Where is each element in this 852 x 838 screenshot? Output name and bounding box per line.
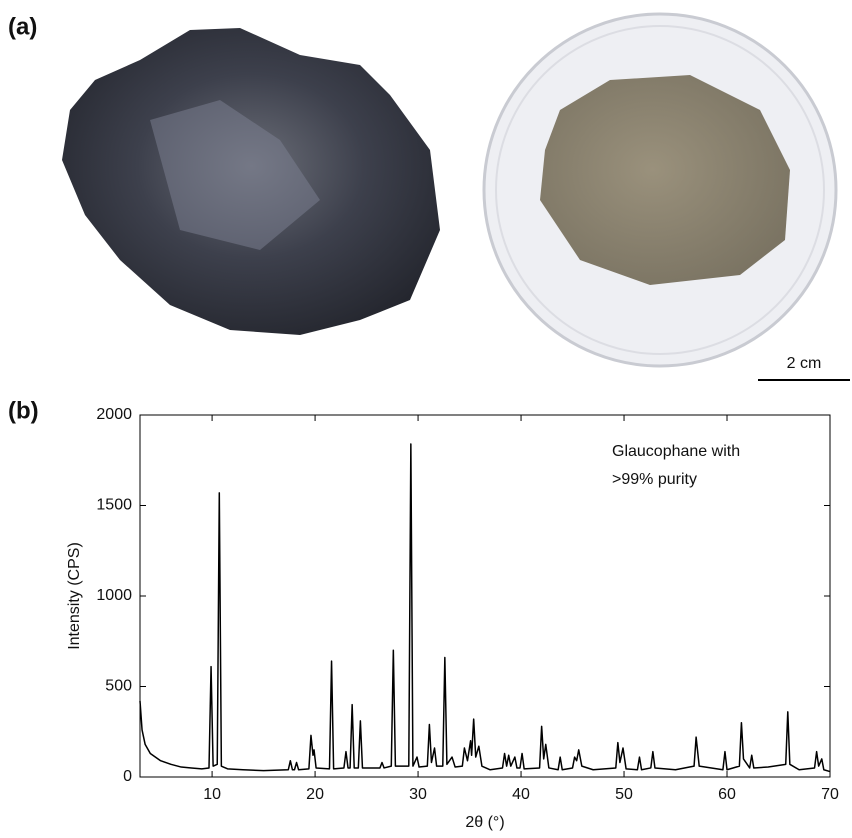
plot-frame <box>140 415 830 777</box>
x-tick-label: 60 <box>718 786 736 803</box>
y-tick-label: 0 <box>123 768 132 785</box>
x-axis-label: 2θ (°) <box>465 814 504 831</box>
x-tick-label: 40 <box>512 786 530 803</box>
x-tick-label: 70 <box>821 786 839 803</box>
annotation: >99% purity <box>612 471 697 488</box>
page: {"panels": {"a": "(a)", "b": "(b)"}, "sc… <box>0 0 852 838</box>
y-tick-label: 1500 <box>96 497 132 514</box>
x-tick-label: 50 <box>615 786 633 803</box>
x-tick-label: 30 <box>409 786 427 803</box>
figure: (a) (b) 2 cm 0 500 1000 1500 2000 10 20 30 40 50 6… <box>0 0 852 838</box>
y-tick-label: 2000 <box>96 406 132 423</box>
powder <box>540 75 790 285</box>
xrd-pattern <box>140 444 830 772</box>
annotation: Glaucophane with <box>612 443 740 460</box>
y-tick-label: 500 <box>105 678 132 695</box>
plot: 0 500 1000 1500 2000 10 20 30 40 50 60 70 2θ (°) Inte… <box>66 406 839 831</box>
panel-label: (a) <box>8 13 37 40</box>
y-axis-label: Intensity (CPS) <box>66 542 83 650</box>
y-tick-label: 1000 <box>96 587 132 604</box>
x-tick-label: 20 <box>306 786 324 803</box>
x-tick-label: 10 <box>203 786 221 803</box>
scale-bar-label: 2 cm <box>787 355 822 372</box>
panel-label: (b) <box>8 397 39 424</box>
